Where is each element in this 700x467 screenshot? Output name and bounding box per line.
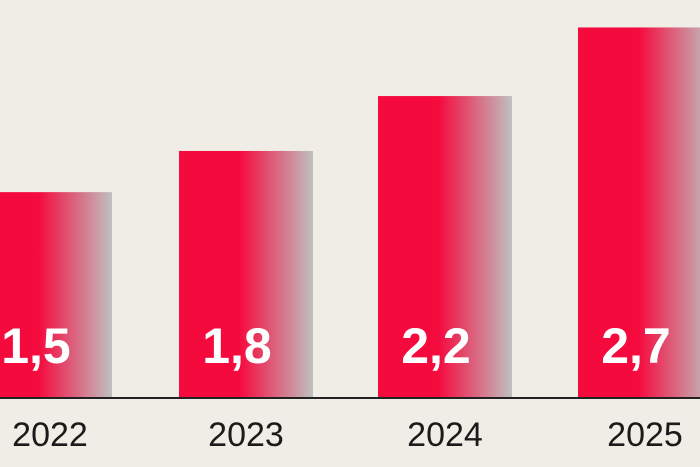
- x-tick-label-2025: 2025: [607, 416, 683, 454]
- bar-value-label-2024: 2,2: [401, 318, 471, 374]
- bar-2022: [0, 192, 112, 398]
- bar-value-label-2025: 2,7: [601, 318, 671, 374]
- x-tick-label-2022: 2022: [12, 416, 88, 454]
- x-tick-label-2024: 2024: [407, 416, 483, 454]
- bar-2024: [378, 96, 512, 398]
- bar-value-label-2023: 1,8: [202, 318, 272, 374]
- bar-2025: [578, 27, 700, 399]
- bar-2023: [179, 150, 313, 398]
- bar-value-label-2022: 1,5: [1, 318, 71, 374]
- x-tick-label-2023: 2023: [208, 416, 284, 454]
